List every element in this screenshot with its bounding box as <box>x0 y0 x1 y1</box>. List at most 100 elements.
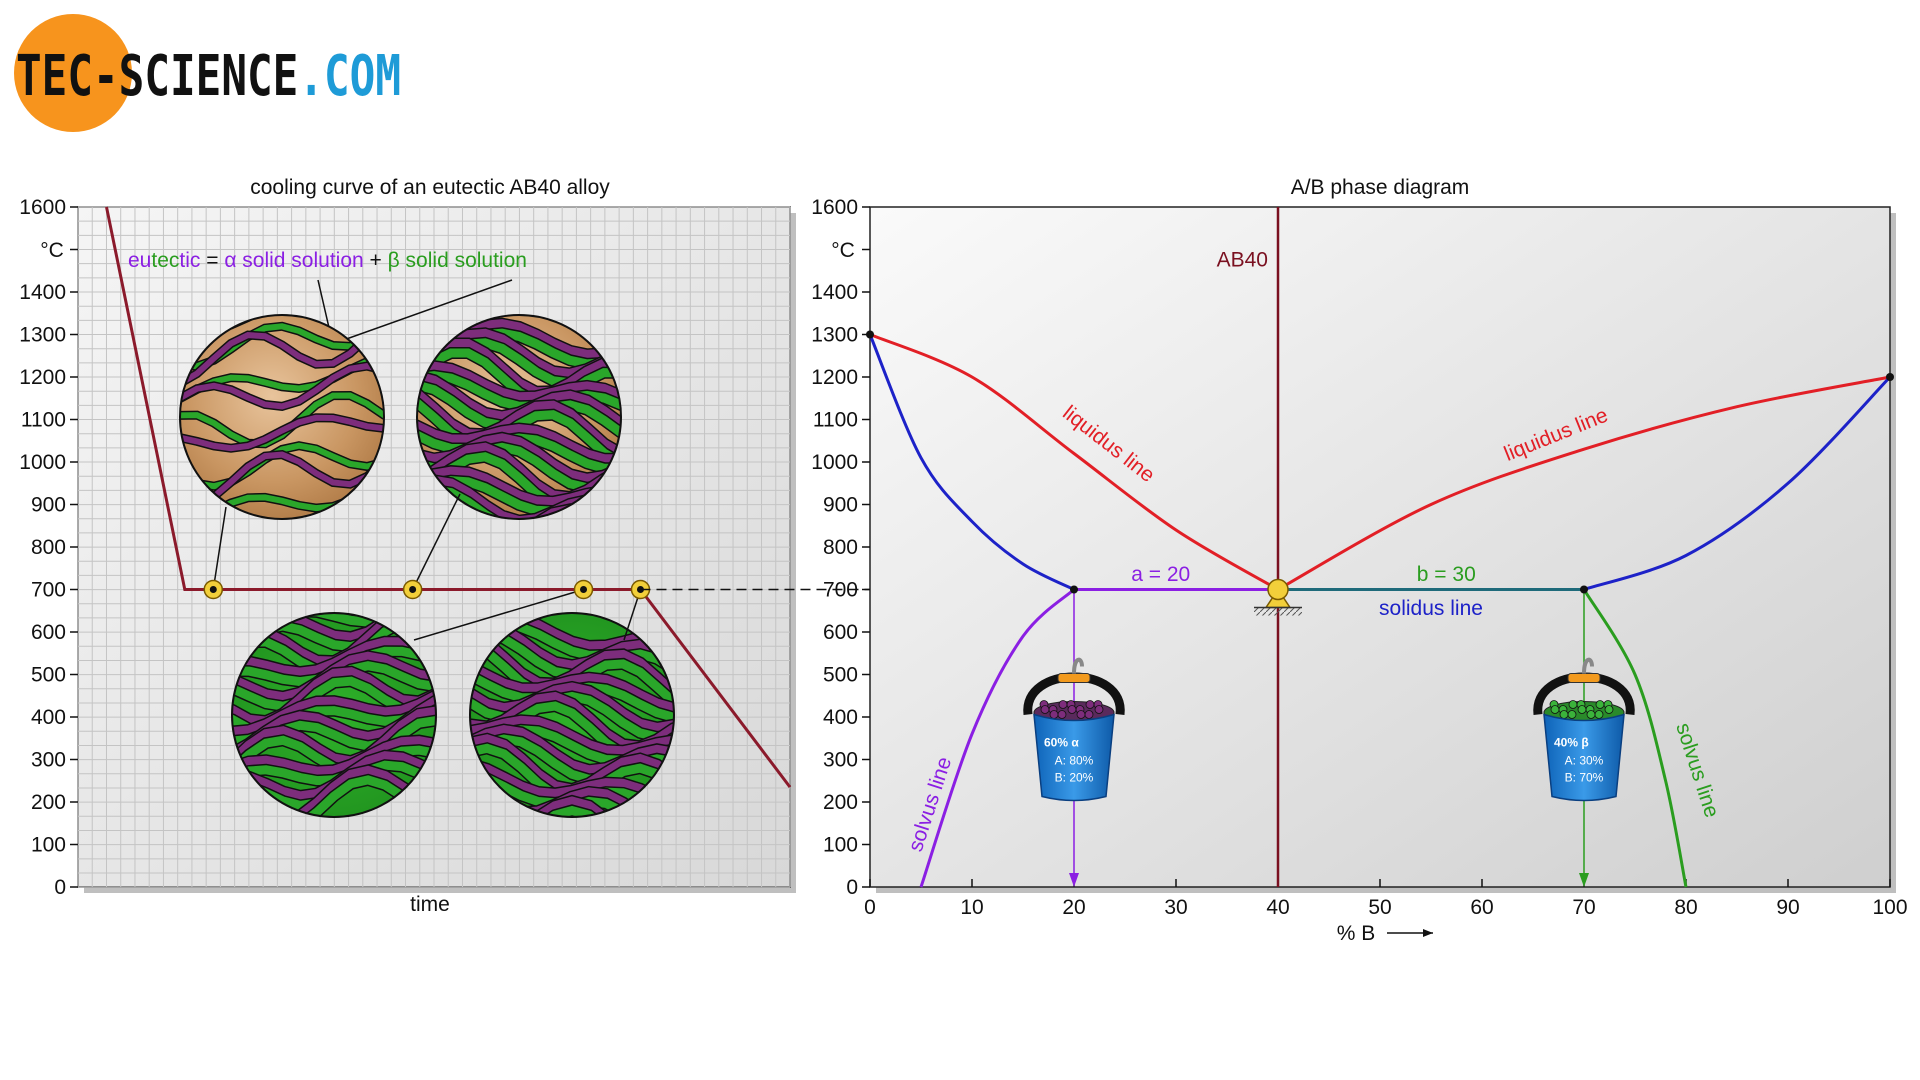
y-tick-label: 1200 <box>19 366 66 389</box>
y-tick-label: 500 <box>823 664 858 687</box>
right-y-unit-label: °C <box>831 239 855 262</box>
alpha-lamella <box>417 388 621 459</box>
alpha-lamella <box>470 682 674 734</box>
bucket-grain <box>1594 710 1604 719</box>
legend-equals: = <box>200 249 224 272</box>
bucket-grain <box>1076 710 1086 719</box>
solidus-line-right <box>1583 375 1892 591</box>
bucket-grain <box>1085 700 1095 709</box>
tie-label-b: b = 30 <box>1417 563 1476 586</box>
beta-lamella <box>470 805 674 817</box>
y-tick-label: 500 <box>31 664 66 687</box>
solidus-line-left <box>868 333 1075 591</box>
y-tick-label: 400 <box>31 706 66 729</box>
drop-arrow-beta-icon <box>1579 873 1589 887</box>
y-tick-label: 1300 <box>811 324 858 347</box>
y-tick-label: 1000 <box>19 451 66 474</box>
logo-orange-circle <box>14 14 132 132</box>
y-tick-label: 1000 <box>811 451 858 474</box>
micrograph-leader-line <box>411 493 461 590</box>
bucket-grain <box>1084 710 1094 719</box>
bucket-line-b: B: 70% <box>1565 771 1604 785</box>
bucket-1: 60% α A: 80% B: 20% <box>1023 657 1125 802</box>
eutectic-legend: eutectic = α solid solution + β solid so… <box>128 249 527 272</box>
bucket-grain <box>1595 700 1605 709</box>
right-chart-title: A/B phase diagram <box>1291 176 1470 199</box>
y-tick-label: 0 <box>54 876 66 899</box>
tie-label-a: a = 20 <box>1131 563 1190 586</box>
y-tick-label: 1200 <box>811 366 858 389</box>
bucket-title: 40% β <box>1554 736 1589 750</box>
bucket-2: 40% β A: 30% B: 70% <box>1533 657 1635 802</box>
legend-eutectic-part3: tic <box>179 249 200 272</box>
legend-eutectic-part2: tec <box>151 249 179 272</box>
hold-point-center <box>580 586 588 593</box>
bucket-grip <box>1057 673 1091 683</box>
solidus-label: solidus line <box>1379 597 1483 620</box>
y-tick-label: 0 <box>846 876 858 899</box>
drop-arrow-alpha-icon <box>1069 873 1079 887</box>
bucket-grain <box>1049 710 1059 719</box>
y-tick-label: 900 <box>31 494 66 517</box>
y-tick-label: 900 <box>823 494 858 517</box>
x-tick-label: 80 <box>1674 896 1697 919</box>
x-tick-label: 90 <box>1776 896 1799 919</box>
pivot-ground-hatch <box>1254 607 1302 616</box>
micrograph-texture <box>232 613 436 817</box>
y-tick-label: 100 <box>31 834 66 857</box>
alpha-lamella <box>417 339 621 398</box>
micrograph-3 <box>231 612 437 818</box>
bucket-line-a: A: 30% <box>1565 754 1604 768</box>
bucket-grain <box>1586 710 1596 719</box>
curve-end-points <box>866 330 1894 594</box>
alpha-lamella <box>417 421 621 465</box>
y-tick-label: 1600 <box>19 196 66 219</box>
bucket-grain <box>1604 705 1614 714</box>
pivot-hinge <box>1267 578 1289 601</box>
alpha-lamella <box>180 320 384 387</box>
bucket-body <box>1543 713 1625 802</box>
y-tick-label: 200 <box>31 791 66 814</box>
alpha-lamella <box>417 361 621 403</box>
y-tick-label: 1100 <box>813 409 858 432</box>
phase-diagram-chart: 1600140013001200110010009008007006005004… <box>811 176 1907 945</box>
ab40-label: AB40 <box>1217 249 1268 272</box>
x-tick-label: 60 <box>1470 896 1493 919</box>
bucket-line-a: A: 80% <box>1055 754 1094 768</box>
micrograph-leader-lines <box>212 493 642 641</box>
legend-alpha: α solid solution <box>224 249 363 272</box>
bucket-grain <box>1567 710 1577 719</box>
right-plot-area <box>869 206 1891 888</box>
x-tick-label: 50 <box>1368 896 1391 919</box>
logo-text-part2: .COM <box>298 44 401 109</box>
y-tick-label: 1400 <box>19 281 66 304</box>
y-tick-label: 100 <box>823 834 858 857</box>
legend-beta: β solid solution <box>388 249 527 272</box>
y-tick-label: 1100 <box>21 409 66 432</box>
right-y-axis: 1600140013001200110010009008007006005004… <box>811 196 870 899</box>
curve-end-point <box>1070 585 1078 594</box>
alpha-lamella <box>180 363 384 410</box>
solvus-line-left <box>919 588 1076 888</box>
x-tick-label: 0 <box>864 896 876 919</box>
legend-pointer-alpha <box>317 279 331 333</box>
alpha-lamella <box>232 706 436 767</box>
right-x-axis: 0 10 20 30 40 50 60 70 80 90 100 <box>864 879 1908 919</box>
x-axis-arrow-icon <box>1423 929 1433 937</box>
x-tick-label: 70 <box>1572 896 1595 919</box>
legend-eutectic-part1: eu <box>128 249 151 272</box>
micrograph-border <box>469 612 675 818</box>
y-tick-label: 400 <box>823 706 858 729</box>
site-logo[interactable]: TEC-SCIENCE.COM <box>14 14 401 132</box>
bucket-grain <box>1094 705 1104 714</box>
bucket-grain <box>1577 705 1587 714</box>
curve-end-point <box>1886 373 1894 381</box>
x-tick-label: 20 <box>1062 896 1085 919</box>
left-chart-title: cooling curve of an eutectic AB40 alloy <box>250 176 610 199</box>
y-tick-label: 700 <box>31 579 66 602</box>
y-tick-label: 800 <box>31 536 66 559</box>
alpha-lamella <box>232 765 436 817</box>
solvus-line-right <box>1582 588 1688 888</box>
x-tick-label: 30 <box>1164 896 1187 919</box>
hold-point-center <box>209 586 217 593</box>
